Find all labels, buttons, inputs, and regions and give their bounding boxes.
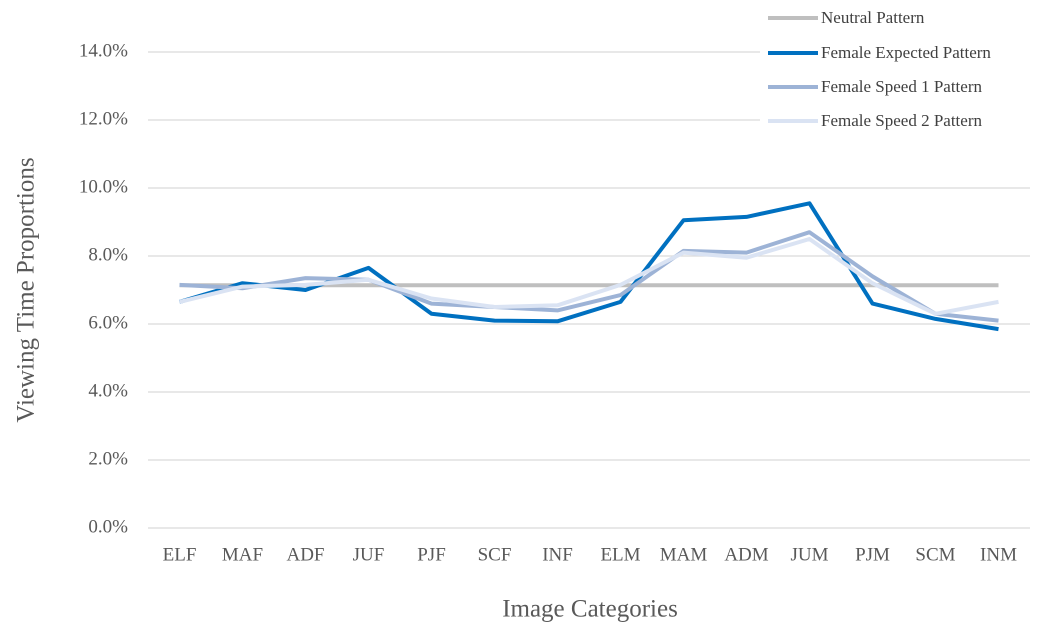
- legend-label: Female Expected Pattern: [821, 43, 991, 62]
- x-tick-label: PJM: [855, 544, 890, 565]
- x-tick-label: INM: [980, 544, 1017, 565]
- x-axis-title: Image Categories: [502, 596, 678, 623]
- y-axis-title: Viewing Time Proportions: [13, 157, 40, 422]
- x-tick-label: ADM: [724, 544, 768, 565]
- legend-label: Female Speed 1 Pattern: [821, 77, 982, 96]
- x-tick-label: SCF: [478, 544, 512, 565]
- x-tick-label: MAM: [660, 544, 708, 565]
- x-tick-label: JUM: [790, 544, 828, 565]
- x-tick-label: ELM: [600, 544, 640, 565]
- y-tick-label: 4.0%: [88, 380, 128, 401]
- y-tick-label: 14.0%: [79, 40, 128, 61]
- x-tick-label: PJF: [417, 544, 446, 565]
- series-line: [179, 230, 999, 323]
- y-tick-label: 10.0%: [79, 176, 128, 197]
- y-tick-label: 8.0%: [88, 244, 128, 265]
- legend-label: Neutral Pattern: [821, 8, 925, 27]
- x-tick-label: ADF: [286, 544, 324, 565]
- y-tick-label: 0.0%: [88, 516, 128, 537]
- x-tick-label: SCM: [915, 544, 955, 565]
- legend-label: Female Speed 2 Pattern: [821, 111, 982, 130]
- y-tick-label: 6.0%: [88, 312, 128, 333]
- legend-background: [760, 0, 1062, 140]
- x-tick-label: ELF: [163, 544, 197, 565]
- y-tick-label: 2.0%: [88, 448, 128, 469]
- x-tick-label: MAF: [222, 544, 263, 565]
- x-tick-label: JUF: [353, 544, 385, 565]
- y-tick-label: 12.0%: [79, 108, 128, 129]
- x-tick-label: INF: [542, 544, 573, 565]
- series-line: [179, 237, 999, 316]
- series-line: [178, 201, 999, 332]
